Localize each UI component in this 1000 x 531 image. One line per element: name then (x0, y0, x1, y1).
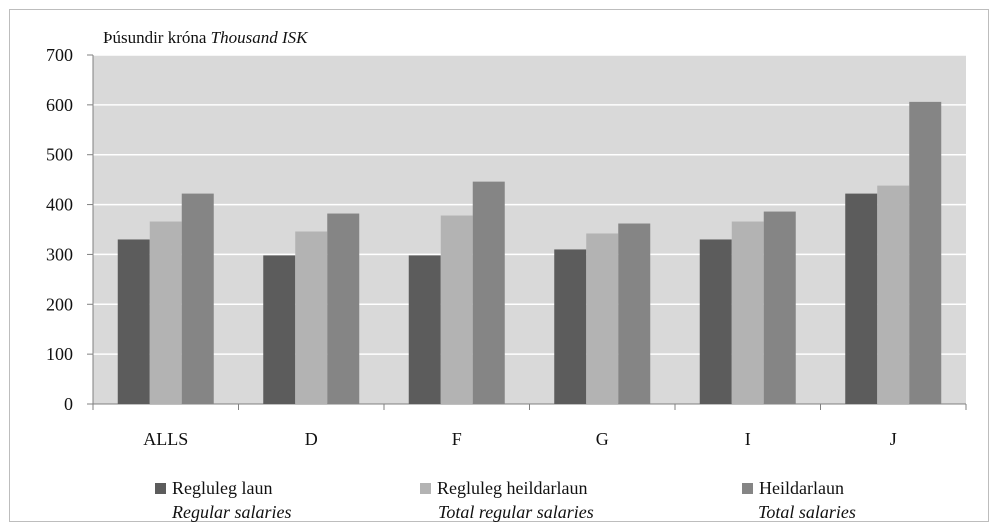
bar (618, 223, 651, 404)
bar (295, 231, 328, 404)
y-tick-label: 100 (46, 344, 73, 364)
bar (909, 101, 942, 404)
legend-item-total-salaries: Heildarlaun Total salaries (742, 478, 856, 523)
legend-label-en: Total salaries (758, 502, 856, 522)
y-unit-label: Þúsundir króna Thousand ISK (103, 28, 308, 48)
x-tick-label: F (452, 429, 462, 449)
legend-label: Regluleg heildarlaun (437, 478, 588, 498)
x-tick-label: J (890, 429, 897, 449)
x-tick-label: ALLS (143, 429, 188, 449)
x-tick-label: G (596, 429, 609, 449)
y-unit-label-en: Thousand ISK (210, 28, 308, 47)
bar (877, 185, 910, 404)
legend-label-en: Regular salaries (172, 502, 292, 522)
y-tick-label: 0 (64, 394, 73, 414)
bar (263, 255, 296, 404)
legend-item-total-regular-salaries: Regluleg heildarlaun Total regular salar… (420, 478, 594, 523)
legend-label: Regluleg laun (172, 478, 273, 498)
bar (731, 221, 764, 404)
bar (586, 233, 619, 404)
bar (440, 215, 473, 404)
y-unit-label-is: Þúsundir króna (103, 28, 207, 47)
y-tick-label: 600 (46, 95, 73, 115)
y-tick-label: 400 (46, 195, 73, 215)
bar (327, 213, 360, 404)
legend-label: Heildarlaun (759, 478, 844, 498)
chart-frame (9, 9, 989, 522)
bar (149, 221, 182, 404)
x-tick-label: I (745, 429, 751, 449)
bar (117, 239, 150, 404)
bar (699, 239, 732, 404)
x-tick-label: D (305, 429, 318, 449)
legend-label-en: Total regular salaries (438, 502, 594, 522)
legend-swatch (420, 483, 431, 494)
bar (554, 249, 587, 404)
bar (181, 193, 214, 404)
y-tick-label: 200 (46, 294, 73, 314)
bar (845, 193, 878, 404)
legend-item-regular-salaries: Regluleg laun Regular salaries (155, 478, 292, 523)
bar (763, 211, 796, 404)
plot-area (93, 55, 966, 404)
legend-swatch (155, 483, 166, 494)
bar (472, 181, 505, 404)
y-tick-label: 700 (46, 45, 73, 65)
legend-swatch (742, 483, 753, 494)
y-tick-label: 500 (46, 145, 73, 165)
y-tick-label: 300 (46, 244, 73, 264)
bar (408, 255, 441, 404)
